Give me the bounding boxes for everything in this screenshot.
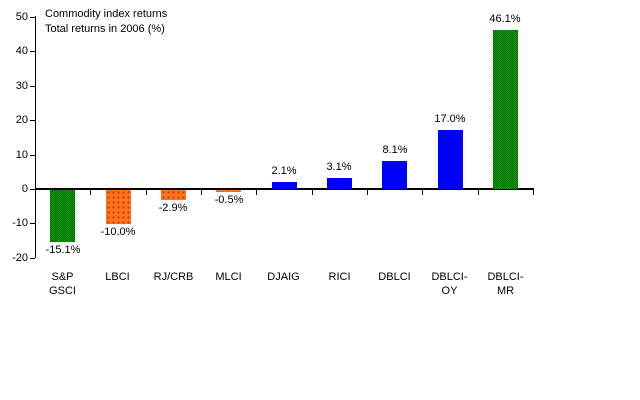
x-axis-label: MLCI — [215, 271, 242, 283]
y-tick-mark — [30, 155, 35, 156]
y-tick-label: 0 — [21, 183, 28, 195]
y-tick-label: -10 — [12, 217, 28, 229]
x-tick-mark — [201, 190, 202, 195]
x-axis-label: DBLCI- OY — [431, 271, 468, 297]
chart-title: Commodity index returns Total returns in… — [45, 7, 167, 37]
x-tick-mark — [90, 190, 91, 195]
bar-dblci — [382, 161, 407, 189]
y-tick-mark — [30, 189, 35, 190]
bar-value-label: 8.1% — [382, 144, 408, 156]
bar-value-label: -0.5% — [214, 194, 244, 206]
bar-value-label: 2.1% — [271, 165, 297, 177]
y-tick-label: 30 — [15, 80, 28, 92]
x-tick-mark — [533, 190, 534, 195]
y-tick-mark — [30, 51, 35, 52]
bar-dblci--oy — [438, 130, 463, 189]
y-tick-mark — [30, 17, 35, 18]
bar-value-label: -2.9% — [158, 202, 188, 214]
bar-value-label: -10.0% — [100, 226, 136, 238]
x-tick-mark — [256, 190, 257, 195]
y-tick-label: -20 — [12, 252, 28, 264]
x-tick-mark — [367, 190, 368, 195]
bar-value-label: 3.1% — [326, 161, 352, 173]
bar-value-label: 17.0% — [434, 113, 466, 125]
x-tick-mark — [422, 190, 423, 195]
x-axis-label: S&P GSCI — [49, 271, 76, 297]
x-axis-label: LBCI — [105, 271, 130, 283]
y-tick-mark — [30, 86, 35, 87]
x-axis-label: DBLCI- MR — [487, 271, 524, 297]
bar-value-label: 46.1% — [489, 13, 521, 25]
bar-s-p-gsci — [50, 190, 75, 242]
x-tick-mark — [35, 190, 36, 195]
bar-mlci — [216, 190, 241, 192]
x-axis-label: RJ/CRB — [153, 271, 194, 283]
x-tick-mark — [478, 190, 479, 195]
x-axis-label: DBLCI — [378, 271, 411, 283]
bar-value-label: -15.1% — [45, 244, 81, 256]
y-tick-label: 40 — [15, 45, 28, 57]
bar-dblci--mr — [493, 30, 518, 189]
x-axis-label: RICI — [328, 271, 351, 283]
x-tick-mark — [312, 190, 313, 195]
y-tick-label: 20 — [15, 114, 28, 126]
x-axis-line — [35, 188, 534, 190]
y-axis-line — [35, 16, 36, 258]
y-tick-mark — [30, 120, 35, 121]
chart-title-line1: Commodity index returns — [45, 8, 168, 20]
y-tick-mark — [30, 223, 35, 224]
y-tick-label: 50 — [15, 11, 28, 23]
bar-lbci — [106, 190, 131, 224]
bar-rj-crb — [161, 190, 186, 200]
bar-djaig — [272, 182, 297, 189]
x-axis-label: DJAIG — [267, 271, 300, 283]
chart-title-line2: Total returns in 2006 (%) — [45, 23, 165, 35]
x-tick-mark — [146, 190, 147, 195]
bar-rici — [327, 178, 352, 189]
y-tick-mark — [30, 258, 35, 259]
y-tick-label: 10 — [15, 149, 28, 161]
